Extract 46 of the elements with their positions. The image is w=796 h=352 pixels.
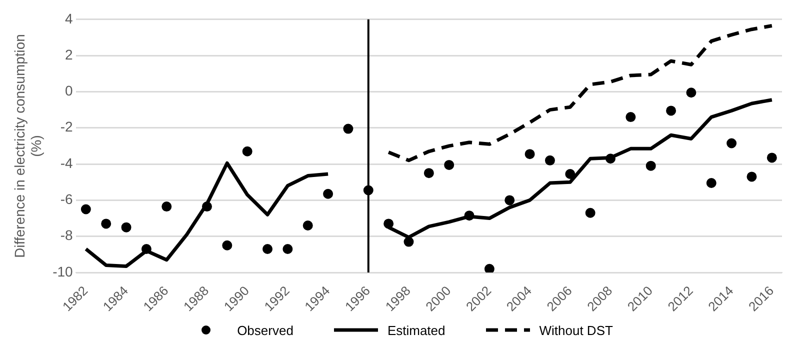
legend-label: Estimated xyxy=(387,322,446,338)
point xyxy=(404,236,414,247)
point xyxy=(484,264,494,273)
point xyxy=(101,218,112,229)
legend-label: Without DST xyxy=(539,322,613,338)
point xyxy=(282,244,293,254)
point xyxy=(544,155,555,166)
point xyxy=(766,152,777,163)
point xyxy=(565,168,576,179)
y-tick-label: -2 xyxy=(60,118,74,135)
point xyxy=(222,240,232,250)
y-tick-label: -10 xyxy=(52,263,74,280)
y-tick-label: 2 xyxy=(65,46,74,62)
y-tick-label: -6 xyxy=(60,191,74,208)
point xyxy=(242,146,252,156)
point xyxy=(626,112,636,122)
point xyxy=(504,195,515,206)
point xyxy=(746,172,757,182)
legend-label: Observed xyxy=(237,322,294,338)
point xyxy=(343,124,354,134)
point xyxy=(262,244,273,254)
point xyxy=(141,244,152,254)
point xyxy=(80,204,91,214)
point xyxy=(726,138,737,148)
y-axis-title: Difference in electricity consumption (%) xyxy=(11,34,44,258)
point xyxy=(384,218,394,229)
point xyxy=(162,202,172,212)
point xyxy=(444,160,454,170)
y-tick-label: 4 xyxy=(65,10,74,26)
point xyxy=(464,210,474,221)
point xyxy=(302,220,313,231)
point xyxy=(666,106,676,116)
point xyxy=(606,154,616,164)
point xyxy=(202,202,212,212)
point xyxy=(686,88,696,98)
y-tick-label: -8 xyxy=(60,227,74,244)
y-tick-label: -4 xyxy=(60,154,74,171)
point xyxy=(646,160,656,171)
line-series xyxy=(386,24,774,162)
point xyxy=(424,168,434,178)
point xyxy=(121,222,132,232)
y-tick-label: 0 xyxy=(65,82,74,99)
point xyxy=(706,178,716,188)
point xyxy=(585,208,596,218)
point xyxy=(524,149,535,160)
point xyxy=(323,188,334,199)
